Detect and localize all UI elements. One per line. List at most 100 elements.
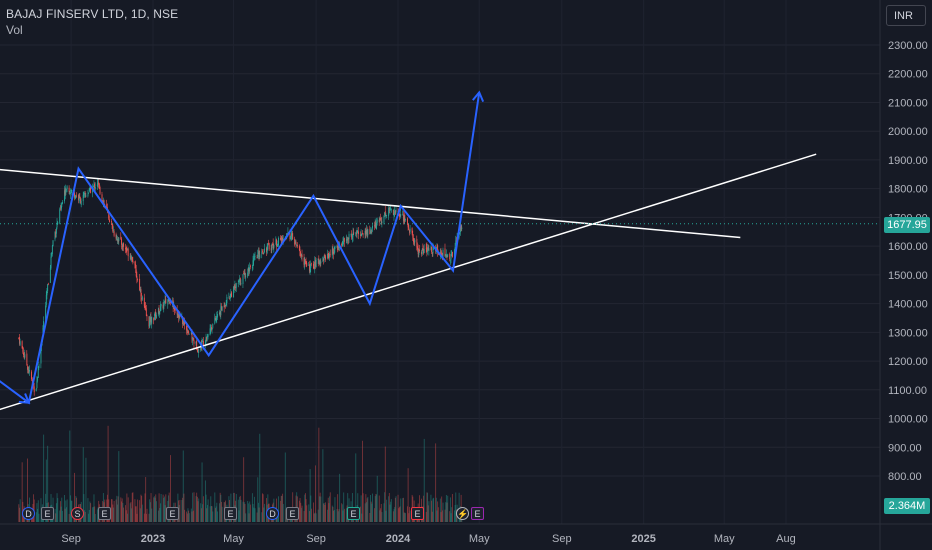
volume-bar — [158, 493, 160, 522]
time-tick-label: May — [469, 533, 490, 545]
volume-bar — [130, 502, 132, 522]
candle-body — [209, 328, 211, 335]
volume-indicator-label[interactable]: Vol — [6, 23, 23, 37]
volume-bar — [122, 502, 124, 522]
price-axis-background — [880, 0, 932, 550]
volume-bar — [243, 457, 245, 522]
volume-bar — [446, 502, 448, 522]
candle-body — [136, 276, 138, 279]
candle-body — [389, 207, 391, 211]
volume-bar — [449, 511, 451, 522]
candle-body — [56, 222, 58, 228]
earnings-event-marker[interactable]: E — [286, 507, 299, 520]
volume-bar — [219, 492, 221, 522]
candle-body — [381, 221, 383, 223]
candle-body — [459, 233, 461, 234]
currency-button[interactable]: INR — [886, 5, 926, 26]
candle-body — [238, 280, 240, 283]
candle-body — [183, 320, 185, 323]
volume-bar — [55, 513, 57, 522]
candle-body — [129, 256, 131, 258]
candle-body — [145, 308, 147, 316]
candle-body — [140, 289, 142, 297]
volume-bar — [453, 510, 455, 522]
volume-bar — [120, 497, 122, 522]
price-tick-label: 1100.00 — [888, 385, 927, 397]
volume-bar — [431, 500, 433, 522]
earnings-event-marker[interactable]: E — [166, 507, 179, 520]
volume-bar — [60, 506, 62, 522]
candle-body — [134, 261, 136, 265]
earnings-event-marker[interactable]: E — [224, 507, 237, 520]
price-tick-label: 1300.00 — [888, 327, 928, 339]
volume-bar — [70, 495, 71, 522]
candle-body — [225, 303, 227, 306]
volume-bar — [113, 500, 115, 522]
earnings-event-marker[interactable]: E — [347, 507, 360, 520]
candle-body — [417, 249, 419, 255]
candle-body — [239, 278, 241, 281]
volume-bar — [282, 493, 284, 522]
volume-bar — [355, 453, 357, 522]
volume-bar — [159, 503, 161, 522]
volume-bar — [247, 500, 249, 522]
candle-body — [403, 215, 405, 222]
candle-body — [149, 320, 151, 328]
volume-bar — [212, 511, 214, 522]
volume-bar — [141, 504, 143, 522]
price-axis: 2300.00 2200.00 2100.00 2000.00 1900.00 1800.… — [879, 0, 932, 550]
candle-body — [292, 233, 294, 240]
candle-body — [380, 218, 382, 220]
earnings-event-marker[interactable]: E — [41, 507, 54, 520]
candle-body — [102, 200, 104, 203]
earnings-upcoming-event-marker[interactable]: E — [471, 507, 484, 520]
candle-body — [315, 259, 317, 268]
candle-body — [252, 260, 254, 267]
candlestick-series — [18, 178, 463, 396]
candle-body — [263, 253, 265, 255]
candle-body — [388, 207, 390, 217]
volume-bars — [18, 425, 463, 522]
candle-body — [400, 213, 402, 217]
split-event-marker[interactable]: S — [71, 507, 84, 520]
candle-body — [126, 250, 128, 252]
volume-bar — [19, 499, 21, 522]
volume-bar — [247, 503, 249, 522]
earnings-event-marker[interactable]: E — [98, 507, 111, 520]
volume-bar — [249, 504, 251, 522]
volume-bar — [69, 430, 71, 522]
volume-bar — [87, 498, 89, 522]
candle-body — [221, 306, 223, 311]
volume-bar — [389, 504, 391, 522]
candle-body — [89, 186, 91, 190]
volume-bar — [431, 511, 433, 522]
earnings-event-marker[interactable]: E — [411, 507, 424, 520]
candle-body — [150, 317, 152, 323]
candle-body — [148, 316, 150, 327]
candle-body — [327, 253, 329, 259]
candle-body — [431, 246, 433, 253]
candle-body — [422, 248, 424, 251]
candle-body — [272, 244, 273, 245]
candle-body — [329, 254, 331, 256]
volume-bar — [249, 501, 251, 522]
candle-body — [102, 200, 104, 202]
candle-body — [198, 349, 200, 353]
dividend-event-marker[interactable]: D — [266, 507, 279, 520]
candle-body — [296, 244, 298, 247]
volume-bar — [308, 504, 310, 522]
dividend-event-marker[interactable]: D — [22, 507, 35, 520]
candle-body — [258, 250, 260, 257]
volume-bar — [164, 496, 165, 522]
candle-body — [153, 318, 155, 321]
volume-bar — [164, 505, 166, 522]
volume-bar — [364, 503, 366, 522]
earnings-split-event-marker[interactable]: ⚡ — [456, 507, 469, 520]
low-arrowhead — [18, 393, 31, 404]
volume-bar — [258, 507, 260, 522]
symbol-title[interactable]: BAJAJ FINSERV LTD, 1D, NSE — [6, 7, 179, 21]
volume-bar — [94, 506, 96, 522]
candle-body — [186, 325, 188, 331]
volume-bar — [92, 507, 94, 522]
